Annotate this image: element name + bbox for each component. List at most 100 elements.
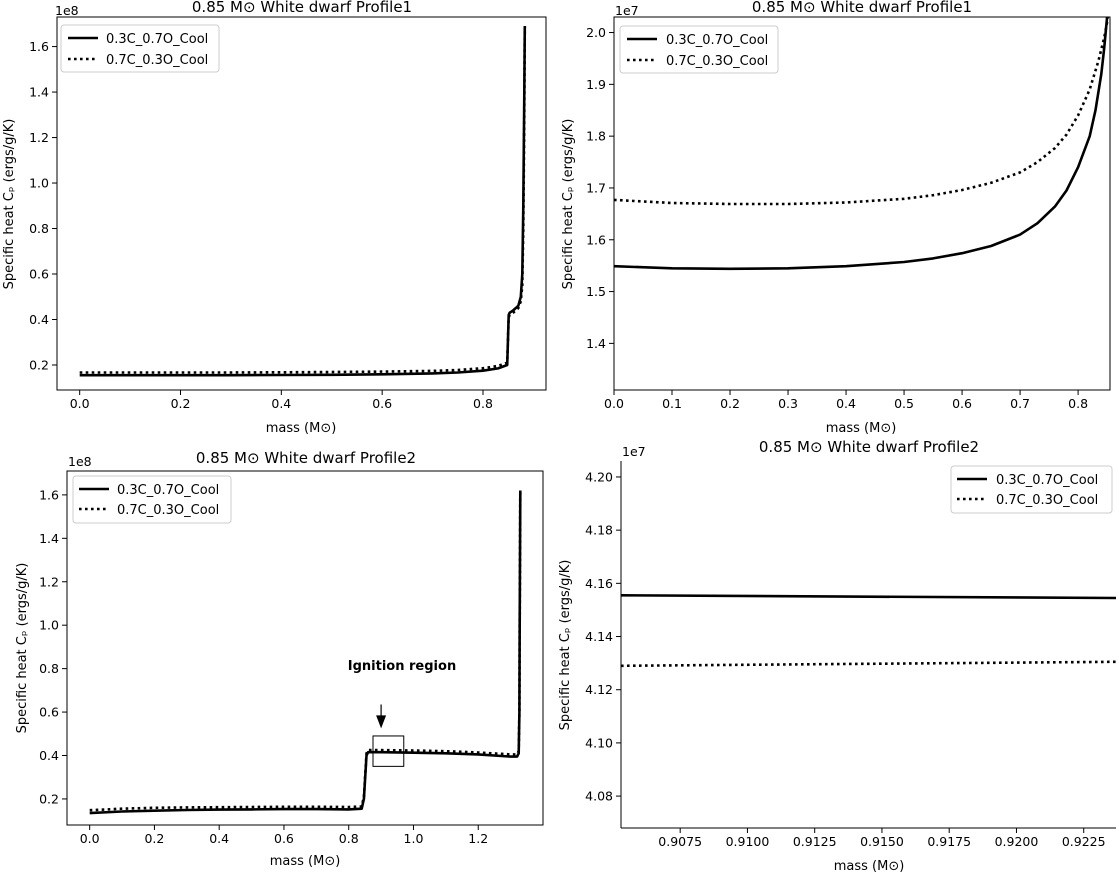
series-line-solid: [89, 490, 522, 815]
x-tick-label: 0.0: [80, 831, 100, 846]
series-line-dotted: [89, 490, 522, 812]
axes-frame: [66, 470, 544, 826]
x-tick-label: 0.9100: [726, 834, 770, 849]
legend: 0.3C_0.7O_Cool 0.7C_0.3O_Cool: [72, 475, 232, 524]
y-tick-label: 1.7: [586, 180, 606, 195]
x-tick-label: 0.4: [836, 396, 856, 411]
x-tick-label: 0.9075: [658, 834, 702, 849]
chart-title: 0.85 M⊙ White dwarf Profile2: [759, 438, 979, 456]
y-tick-label: 0.4: [39, 748, 59, 763]
y-tick-label: 4.08: [585, 789, 613, 804]
x-tick-label: 0.9175: [927, 834, 971, 849]
y-axis-label: Specific heat Cₚ (ergs/g/K): [2, 119, 17, 290]
chart-title: 0.85 M⊙ White dwarf Profile2: [196, 449, 416, 467]
x-tick-label: 0.2: [171, 396, 191, 411]
plot-area: 0.0 0.1 0.2 0.3 0.4 0.5 0.6 0.7 0.8 1.4 1.5 1.6 1.7 1…: [586, 16, 1111, 411]
x-tick-label: 0.0: [70, 396, 90, 411]
y-multiplier: 1e8: [68, 454, 92, 469]
legend-label: 0.7C_0.3O_Cool: [666, 54, 768, 69]
y-tick-label: 1.6: [39, 487, 59, 502]
y-tick-label: 0.4: [29, 312, 49, 327]
legend-frame: [72, 475, 232, 524]
y-multiplier: 1e8: [55, 3, 79, 18]
x-tick-label: 0.8: [1068, 396, 1088, 411]
legend-label: 0.7C_0.3O_Cool: [117, 503, 219, 518]
plot-area: 0.9075 0.9100 0.9125 0.9150 0.9175 0.9200 0.92…: [585, 461, 1116, 849]
series-line-solid: [79, 26, 527, 377]
x-axis-label: mass (M⊙): [266, 421, 337, 436]
y-axis-label: Specific heat Cₚ (ergs/g/K): [558, 560, 573, 731]
annotation-box: [372, 735, 405, 767]
legend-label: 0.7C_0.3O_Cool: [996, 493, 1098, 508]
x-tick-label: 0.9125: [793, 834, 837, 849]
x-tick-label: 0.6: [274, 831, 294, 846]
annotation-text: Ignition region: [348, 659, 456, 674]
y-tick-label: 4.12: [585, 682, 613, 697]
x-tick-label: 0.6: [372, 396, 392, 411]
y-tick-label: 2.0: [586, 25, 606, 40]
y-tick-label: 4.18: [585, 523, 613, 538]
x-tick-label: 0.1: [662, 396, 682, 411]
y-tick-label: 4.10: [585, 735, 613, 750]
y-tick-label: 0.8: [29, 221, 49, 236]
y-tick-label: 1.9: [586, 77, 606, 92]
series-line-solid: [614, 17, 1109, 271]
y-tick-label: 0.8: [39, 661, 59, 676]
series-line-dotted: [79, 26, 527, 374]
x-tick-label: 0.4: [209, 831, 229, 846]
y-tick-label: 0.6: [29, 267, 49, 282]
x-axis-label: mass (M⊙): [270, 854, 341, 869]
axes-frame: [56, 16, 547, 391]
legend-label: 0.7C_0.3O_Cool: [106, 53, 208, 68]
y-multiplier: 1e7: [622, 444, 646, 459]
x-tick-label: 0.5: [894, 396, 914, 411]
y-tick-label: 0.2: [29, 357, 49, 372]
x-tick-label: 0.2: [720, 396, 740, 411]
x-tick-label: 0.7: [1010, 396, 1030, 411]
y-axis-label: Specific heat Cₚ (ergs/g/K): [15, 563, 30, 734]
y-tick-label: 1.4: [586, 336, 606, 351]
plot-area: 0.0 0.2 0.4 0.6 0.8 0.2 0.4 0.6 0.8 1.0 1.2 1.4 1.6: [29, 16, 547, 411]
legend: 0.3C_0.7O_Cool 0.7C_0.3O_Cool: [619, 25, 779, 74]
x-axis-label: mass (M⊙): [826, 421, 897, 436]
y-tick-label: 4.20: [585, 469, 613, 484]
series-line-dotted: [614, 17, 1109, 206]
chart-bottom-right: 0.85 M⊙ White dwarf Profile2 1e7 0.9075 0…: [558, 438, 1116, 874]
chart-bottom-left: 0.85 M⊙ White dwarf Profile2 1e8 0.0 0.2 0…: [15, 449, 544, 869]
y-multiplier: 1e7: [615, 3, 639, 18]
x-tick-label: 0.2: [144, 831, 164, 846]
y-tick-label: 1.0: [29, 176, 49, 191]
chart-top-left: 0.85 M⊙ White dwarf Profile1 1e8 0.0 0.2 0…: [2, 0, 547, 436]
x-tick-label: 0.9225: [1062, 834, 1106, 849]
legend-frame: [950, 465, 1113, 514]
x-tick-label: 0.4: [271, 396, 291, 411]
y-tick-label: 1.2: [39, 574, 59, 589]
legend-label: 0.3C_0.7O_Cool: [106, 32, 208, 47]
legend: 0.3C_0.7O_Cool 0.7C_0.3O_Cool: [60, 24, 220, 73]
legend: 0.3C_0.7O_Cool 0.7C_0.3O_Cool: [950, 465, 1113, 514]
legend-label: 0.3C_0.7O_Cool: [666, 33, 768, 48]
x-tick-label: 0.3: [778, 396, 798, 411]
series-line-dotted: [621, 660, 1116, 668]
plot-area: 0.0 0.2 0.4 0.6 0.8 1.0 1.2 0.2 0.4 0.6 0.8 1.0 1.2 1…: [39, 470, 544, 846]
y-tick-label: 4.16: [585, 576, 613, 591]
y-tick-label: 1.8: [586, 129, 606, 144]
legend-label: 0.3C_0.7O_Cool: [996, 473, 1098, 488]
x-tick-label: 1.0: [404, 831, 424, 846]
y-tick-label: 4.14: [585, 629, 613, 644]
legend-frame: [60, 24, 220, 73]
chart-top-right: 0.85 M⊙ White dwarf Profile1 1e7 0.0 0.1 0…: [561, 0, 1111, 436]
y-tick-label: 0.2: [39, 791, 59, 806]
legend-frame: [619, 25, 779, 74]
chart-title: 0.85 M⊙ White dwarf Profile1: [192, 0, 412, 16]
axes-frame: [613, 16, 1111, 391]
y-tick-label: 1.5: [586, 284, 606, 299]
y-tick-label: 1.6: [586, 232, 606, 247]
x-tick-label: 0.6: [952, 396, 972, 411]
y-tick-label: 1.4: [39, 531, 59, 546]
x-axis-label: mass (M⊙): [834, 859, 905, 874]
x-tick-label: 0.8: [473, 396, 493, 411]
x-tick-label: 0.0: [604, 396, 624, 411]
y-tick-label: 1.2: [29, 130, 49, 145]
